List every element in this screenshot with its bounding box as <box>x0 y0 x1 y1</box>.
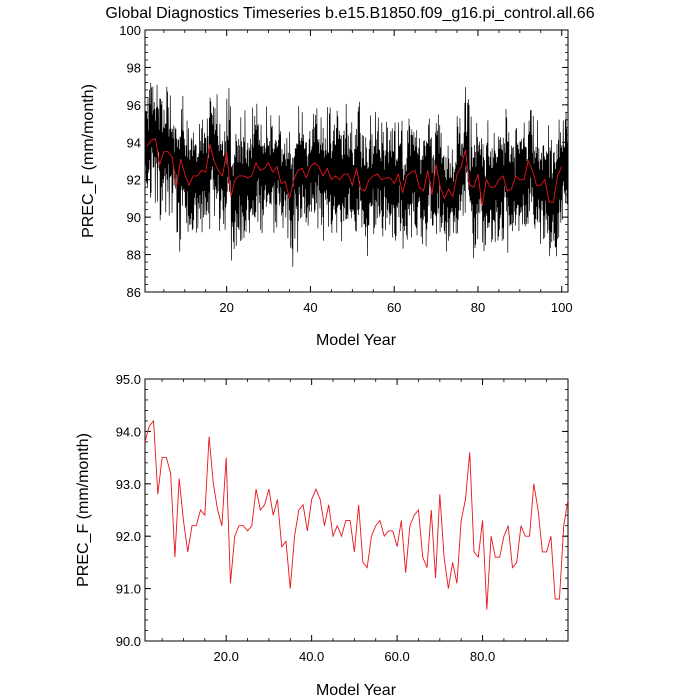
monthly-x-tick-label: 100 <box>551 300 573 315</box>
annual-x-axis-title: Model Year <box>316 682 397 699</box>
annual-y-tick-label: 95.0 <box>116 372 141 387</box>
annual-y-tick-labels: 90.0 91.0 92.0 93.0 94.0 95.0 <box>116 372 141 649</box>
monthly-y-tick-label: 94 <box>127 135 141 150</box>
monthly-x-tick-label: 20 <box>219 300 233 315</box>
annual-y-tick-label: 92.0 <box>116 529 141 544</box>
annual-mean-line-overlay <box>146 137 563 206</box>
monthly-y-tick-label: 88 <box>127 248 141 263</box>
monthly-y-axis-title: PREC_F (mm/month) <box>80 84 97 238</box>
monthly-y-tick-label: 92 <box>127 173 141 188</box>
monthly-plot-frame <box>144 29 569 293</box>
annual-y-tick-label: 90.0 <box>116 634 141 649</box>
annual-y-tick-label: 93.0 <box>116 477 141 492</box>
monthly-y-tick-label: 98 <box>127 60 141 75</box>
annual-x-tick-labels: 20.0 40.0 60.0 80.0 <box>214 649 496 664</box>
annual-x-tick-label: 60.0 <box>384 649 409 664</box>
annual-chart-panel: 20.0 40.0 60.0 80.0 90.0 91.0 92.0 93.0 94.0 95.… <box>75 372 569 699</box>
annual-y-tick-label: 94.0 <box>116 424 141 439</box>
annual-x-tick-label: 20.0 <box>214 649 239 664</box>
monthly-x-tick-labels: 20 40 60 80 100 <box>219 300 572 315</box>
annual-major-ticks <box>145 378 568 642</box>
monthly-x-tick-label: 80 <box>471 300 485 315</box>
annual-x-tick-label: 80.0 <box>470 649 495 664</box>
monthly-x-tick-label: 40 <box>303 300 317 315</box>
monthly-x-tick-label: 60 <box>387 300 401 315</box>
annual-x-tick-label: 40.0 <box>299 649 324 664</box>
monthly-chart-panel: 20 40 60 80 100 86 88 90 92 94 96 98 100 Model Year… <box>80 23 573 349</box>
monthly-y-tick-label: 100 <box>119 23 141 38</box>
monthly-y-tick-labels: 86 88 90 92 94 96 98 100 <box>119 23 141 300</box>
monthly-series-line <box>144 82 569 267</box>
annual-plot-frame <box>144 378 569 642</box>
monthly-y-tick-label: 90 <box>127 210 141 225</box>
figure-title: Global Diagnostics Timeseries b.e15.B185… <box>105 5 594 22</box>
annual-y-axis-title: PREC_F (mm/month) <box>75 433 92 587</box>
annual-series-line <box>144 419 569 610</box>
monthly-x-axis-title: Model Year <box>316 332 397 349</box>
monthly-y-tick-label: 86 <box>127 285 141 300</box>
monthly-y-tick-label: 96 <box>127 98 141 113</box>
annual-minor-ticks <box>145 378 569 642</box>
annual-y-tick-label: 91.0 <box>116 582 141 597</box>
